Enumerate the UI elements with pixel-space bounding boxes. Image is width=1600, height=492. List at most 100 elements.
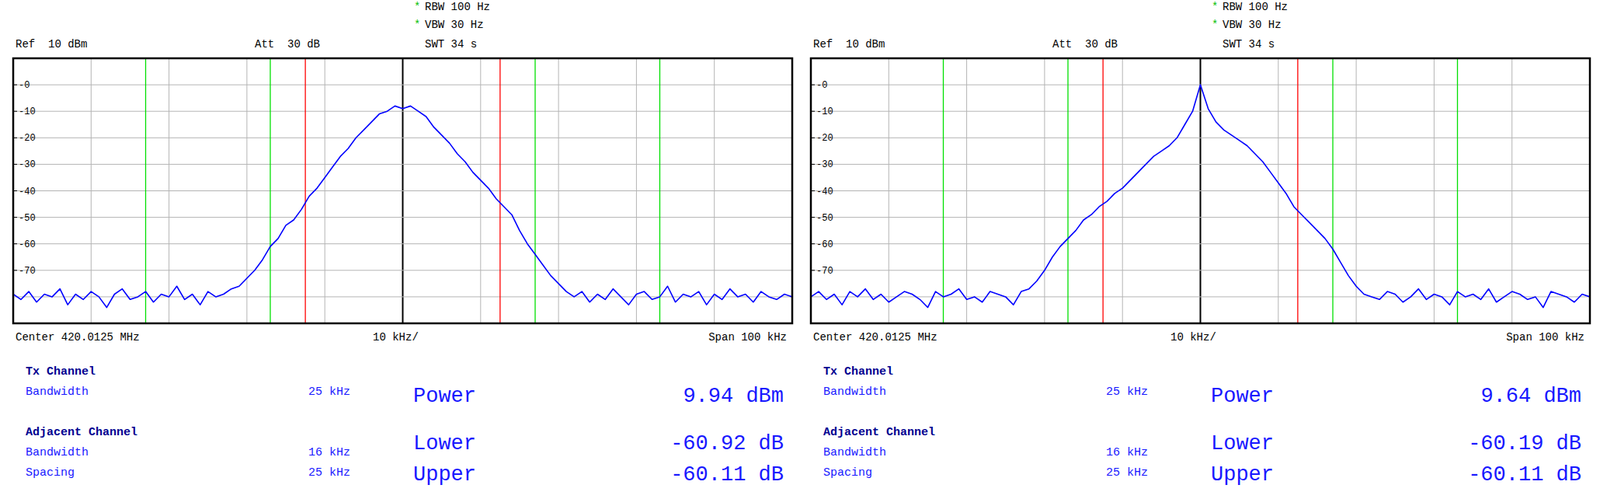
plot-area [13, 58, 793, 324]
division: 10 kHz/ [372, 330, 419, 344]
adjacent-channel-limit [145, 58, 147, 324]
ref-level: Ref 10 dBm [813, 38, 885, 51]
label: Power [1210, 384, 1274, 408]
center-frequency: Center 420.0125 MHz [15, 330, 140, 344]
y-grid-line [13, 111, 793, 112]
y-grid-line [13, 269, 793, 271]
tx-channel-limit [1297, 58, 1298, 324]
tx-channel-limit [304, 58, 306, 324]
tx-channel-limit [499, 58, 501, 324]
y-grid-line [13, 163, 793, 165]
grid [13, 58, 793, 324]
value: 16 kHz [308, 445, 351, 460]
adjacent-channel-limit [1457, 58, 1458, 324]
label: Bandwidth [823, 385, 887, 399]
span: Span 100 kHz [708, 330, 787, 344]
grid [810, 58, 1590, 324]
plot-frame [810, 58, 1590, 324]
y-grid-line [810, 190, 1590, 192]
y-tick-label: -60 [18, 239, 36, 251]
adjacent-channel-limit [1067, 58, 1068, 324]
heading: Adjacent Channel [25, 425, 138, 439]
y-grid-line [810, 269, 1590, 271]
value: -60.11 dB [1467, 462, 1582, 487]
setting: RBW 100 Hz [1222, 0, 1288, 14]
attenuation: Att 30 dB [254, 38, 320, 51]
y-tick-label: -40 [18, 186, 36, 198]
heading: Tx Channel [25, 365, 96, 379]
analyzer-panel: * RBW 100 Hz * VBW 30 Hz SWT 34 s Ref 10 dBm A… [810, 0, 1590, 487]
heading: Tx Channel [823, 365, 894, 379]
adjacent-channel-limit [269, 58, 271, 324]
value: 25 kHz [308, 466, 351, 480]
y-tick-label: -60 [816, 239, 834, 251]
y-grid-line [810, 295, 1590, 297]
setting: VBW 30 Hz [1222, 18, 1282, 32]
y-grid-line [810, 216, 1590, 218]
page: *RBW 100 Hz*VBW 30 HzSWT 34 sRef 10 dBmA… [0, 0, 1600, 492]
setting: SWT 34 s [1222, 38, 1275, 51]
adjacent-channel-limit [1332, 58, 1333, 324]
y-tick-label: -30 [816, 159, 834, 171]
plot-content [13, 58, 793, 324]
adjacent-channel-limit [659, 58, 661, 324]
adjacent-channel-limit [534, 58, 536, 324]
setting-flag: * [1211, 0, 1218, 14]
attenuation: Att 30 dB [1052, 38, 1118, 51]
trace [810, 84, 1590, 307]
label: Upper [413, 462, 477, 487]
label: Lower [1210, 431, 1274, 456]
y-grid-line [13, 137, 793, 139]
y-tick-label: -70 [816, 265, 834, 277]
y-grid-line [13, 190, 793, 192]
setting: VBW 30 Hz [424, 18, 484, 32]
y-grid-line [13, 84, 793, 86]
y-tick-label: -0 [18, 80, 30, 91]
plot-content [810, 58, 1590, 324]
ref-level: Ref 10 dBm [15, 38, 87, 51]
trace [13, 105, 793, 307]
value: 9.94 dBm [682, 384, 784, 408]
y-tick-label: -50 [816, 212, 834, 224]
y-grid-line [810, 163, 1590, 165]
y-grid-line [13, 243, 793, 244]
adjacent-channel-limit [942, 58, 944, 324]
tx-channel-limit [1102, 58, 1103, 324]
value: 25 kHz [1106, 385, 1148, 399]
setting-flag: * [413, 18, 421, 32]
heading: Adjacent Channel [823, 425, 936, 439]
plot-frame [13, 58, 793, 324]
setting: RBW 100 Hz [424, 0, 491, 14]
y-grid-line [810, 243, 1590, 244]
plot-area [810, 58, 1590, 324]
y-grid-line [810, 111, 1590, 112]
y-grid-line [13, 295, 793, 297]
analyzer-panel: *RBW 100 Hz*VBW 30 Hz SWT 34 s Ref 10 dBm A… [13, 0, 793, 487]
y-tick-label: -50 [18, 212, 36, 224]
y-tick-label: -20 [816, 132, 834, 144]
value: 16 kHz [1106, 445, 1148, 460]
value: 25 kHz [1106, 466, 1148, 480]
setting-flag: * [413, 0, 421, 14]
setting: SWT 34 s [424, 38, 477, 51]
center-frequency: Center 420.0125 MHz [813, 330, 938, 344]
y-grid-line [810, 137, 1590, 139]
label: Spacing [25, 466, 75, 480]
y-grid-line [13, 216, 793, 218]
value: -60.19 dB [1467, 431, 1582, 456]
y-tick-label: -10 [816, 106, 834, 118]
label: Bandwidth [823, 445, 887, 460]
y-tick-label: -40 [816, 186, 834, 198]
label: Bandwidth [25, 385, 89, 399]
label: Spacing [823, 466, 873, 480]
value: -60.11 dB [670, 462, 784, 487]
label: Upper [1210, 462, 1274, 487]
value: -60.92 dB [670, 431, 784, 456]
value: 25 kHz [308, 385, 351, 399]
label: Bandwidth [25, 445, 89, 460]
y-tick-label: -0 [816, 80, 828, 91]
label: Power [413, 384, 477, 408]
division: 10 kHz/ [1170, 330, 1217, 344]
setting-flag: * [1211, 18, 1218, 32]
span: Span 100 kHz [1506, 330, 1585, 344]
